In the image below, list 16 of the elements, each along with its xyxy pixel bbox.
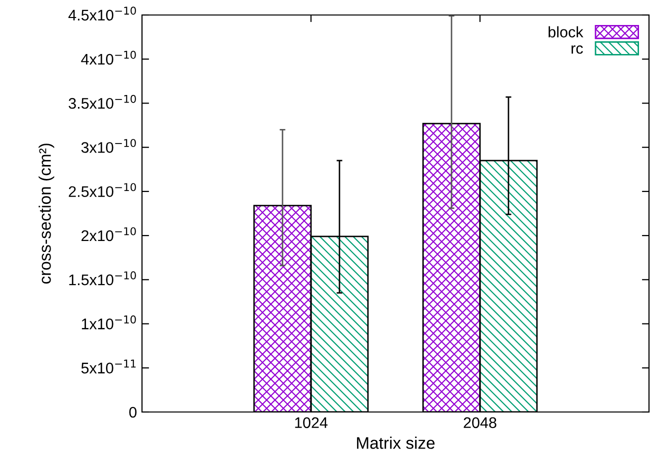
- y-tick-label: 3x10$^{−10}$: [81, 138, 136, 153]
- y-tick-label: 1x10$^{−10}$: [82, 315, 136, 330]
- legend-label: rc: [572, 45, 583, 54]
- y-axis-title: cross-section (cm²): [38, 144, 54, 284]
- x-tick-label: 2048: [464, 417, 496, 428]
- y-tick-label: 1.5x10$^{−10}$: [69, 271, 136, 286]
- y-tick-label: 2x10$^{−10}$: [82, 227, 136, 242]
- legend-label: block: [548, 26, 584, 38]
- x-tick-label: 1024: [295, 417, 328, 428]
- y-tick-label: 3.5x10$^{−10}$: [68, 94, 136, 109]
- x-axis-title: Matrix size: [357, 436, 435, 449]
- y-tick-label: 5x10$^{−11}$: [81, 360, 136, 374]
- y-tick-label: 2.5x10$^{−10}$: [68, 183, 136, 198]
- y-tick-label: 4x10$^{−10}$: [81, 50, 136, 65]
- y-tick-label: 0: [129, 406, 137, 418]
- y-tick-label: 4.5x10$^{−10}$: [68, 6, 136, 21]
